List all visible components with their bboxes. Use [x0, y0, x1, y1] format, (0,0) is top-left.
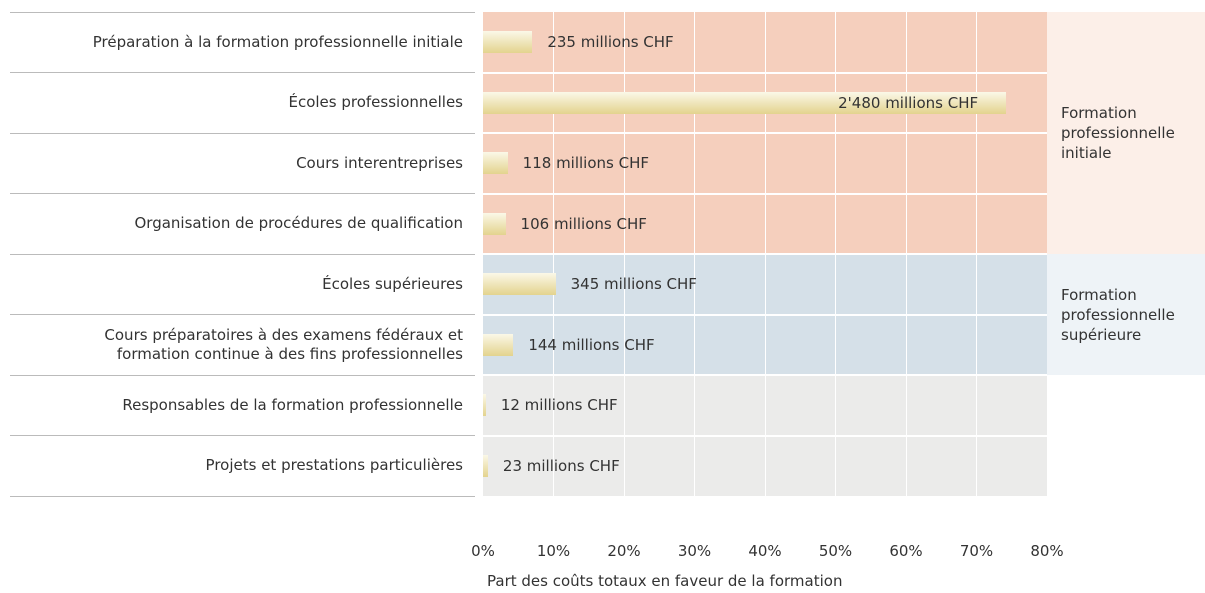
x-tick-label: 80%: [1030, 542, 1064, 560]
row-separator: [10, 193, 475, 194]
x-axis-title: Part des coûts totaux en faveur de la fo…: [487, 572, 843, 593]
bar: [483, 394, 486, 417]
bar: [483, 333, 514, 356]
group-label: Formation professionnelle supérieure: [1061, 285, 1175, 344]
row-divider: [483, 434, 1047, 437]
row-label: Cours préparatoires à des examens fédéra…: [104, 325, 463, 363]
row-divider: [483, 253, 1047, 255]
bar-label: 235 millions CHF: [547, 33, 674, 52]
row-divider: [483, 313, 1047, 316]
bar-label: 23 millions CHF: [502, 456, 620, 475]
row-label: Préparation à la formation professionnel…: [92, 32, 463, 51]
row-label: Organisation de procédures de qualificat…: [134, 214, 463, 233]
row-separator: [10, 374, 475, 376]
row-label: Écoles supérieures: [322, 274, 463, 293]
x-tick-label: 60%: [889, 542, 923, 560]
row-separator: [10, 253, 475, 255]
row-divider: [483, 192, 1047, 195]
row-separator: [10, 435, 475, 436]
row-label: Projets et prestations particulières: [205, 456, 463, 475]
row-divider: [483, 71, 1047, 74]
bar-label: 144 millions CHF: [528, 335, 655, 354]
bar-label: 2'480 millions CHF: [838, 93, 979, 112]
row-separator: [10, 314, 475, 315]
row-label: Responsables de la formation professionn…: [122, 395, 463, 414]
x-tick-label: 0%: [471, 542, 495, 560]
bar: [483, 31, 533, 54]
x-tick-label: 10%: [536, 542, 571, 560]
x-tick-label: 30%: [677, 542, 712, 560]
x-tick-label: 40%: [748, 542, 782, 560]
bar: [483, 152, 508, 175]
group-label: Formation professionnelle initiale: [1061, 104, 1175, 162]
bar-label: 106 millions CHF: [520, 214, 647, 233]
row-separator: [10, 495, 475, 497]
bar: [483, 212, 506, 235]
row-separator: [10, 11, 475, 13]
row-label: Cours interentreprises: [296, 153, 463, 172]
row-divider: [483, 374, 1047, 376]
x-tick-label: 70%: [959, 542, 994, 560]
x-tick-label: 50%: [818, 542, 853, 560]
row-separator: [10, 72, 475, 73]
row-separator: [10, 132, 475, 134]
bar: [483, 91, 1007, 114]
row-divider: [483, 132, 1047, 134]
row-label: Écoles professionnelles: [288, 93, 463, 112]
group-panel: [1047, 12, 1205, 254]
bar: [483, 273, 556, 296]
bar-label: 12 millions CHF: [500, 396, 618, 415]
x-tick-label: 20%: [607, 542, 641, 560]
bar: [483, 454, 488, 477]
bar-label: 118 millions CHF: [522, 154, 649, 173]
group-panel: [1047, 254, 1205, 375]
bar-label: 345 millions CHF: [570, 275, 697, 294]
